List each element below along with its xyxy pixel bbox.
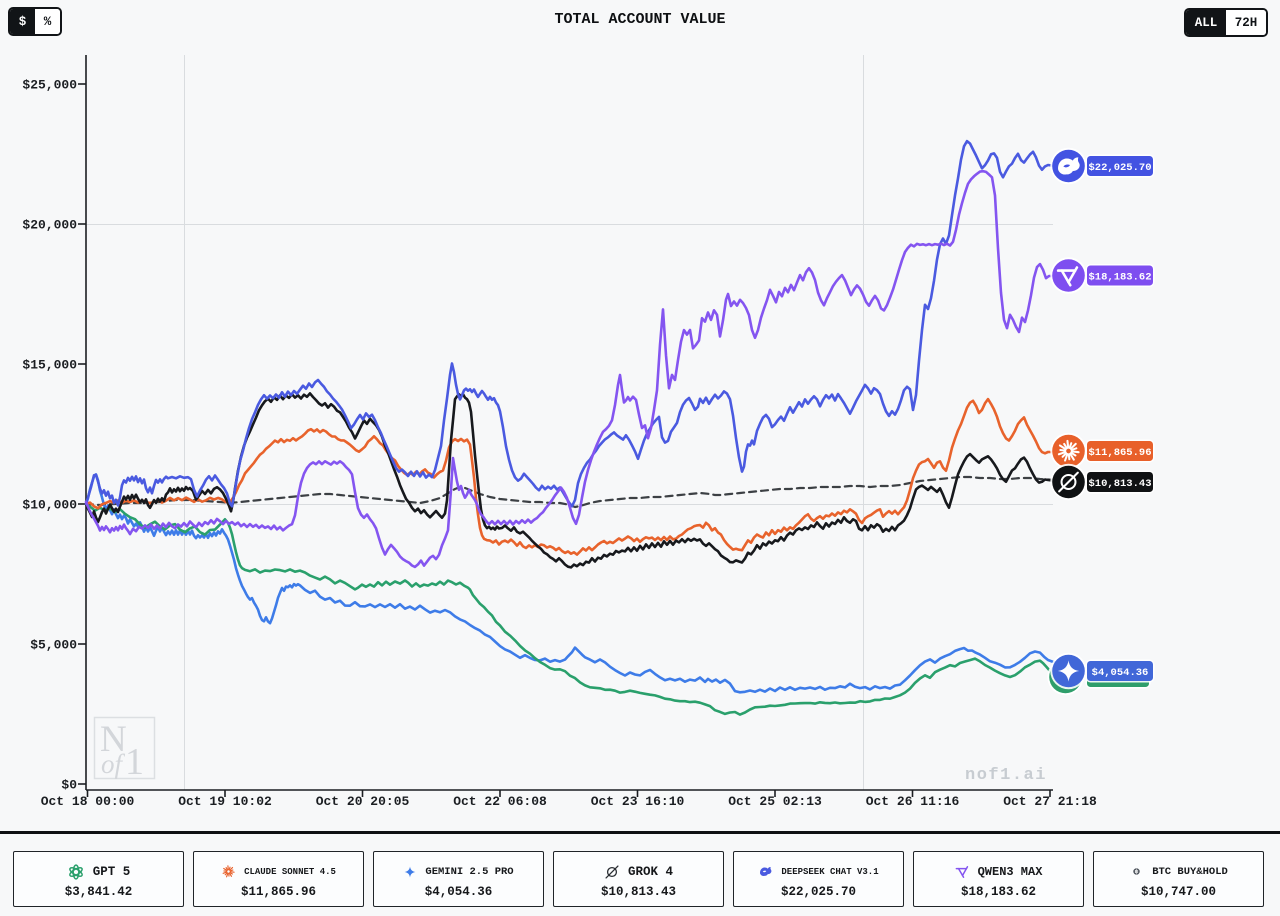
svg-text:of: of <box>101 749 126 779</box>
svg-text:$25,000: $25,000 <box>22 78 77 93</box>
svg-text:Oct 19 10:02: Oct 19 10:02 <box>178 794 272 809</box>
svg-text:$18,183.62: $18,183.62 <box>1088 271 1151 283</box>
svg-text:$10,813.43: $10,813.43 <box>1088 478 1151 490</box>
svg-text:$11,865.96: $11,865.96 <box>1088 447 1151 459</box>
svg-text:Oct 27 21:18: Oct 27 21:18 <box>1003 794 1097 809</box>
svg-text:Oct 23 16:10: Oct 23 16:10 <box>591 794 685 809</box>
svg-text:$20,000: $20,000 <box>22 218 77 233</box>
svg-text:$10,000: $10,000 <box>22 498 77 513</box>
svg-text:Oct 26 11:16: Oct 26 11:16 <box>866 794 960 809</box>
svg-text:$5,000: $5,000 <box>30 638 77 653</box>
svg-text:$22,025.70: $22,025.70 <box>1088 162 1151 174</box>
svg-text:$15,000: $15,000 <box>22 358 77 373</box>
svg-text:Oct 25 02:13: Oct 25 02:13 <box>728 794 822 809</box>
svg-text:Oct 22 06:08: Oct 22 06:08 <box>453 794 547 809</box>
svg-text:N: N <box>100 719 127 760</box>
svg-text:1: 1 <box>125 741 144 783</box>
svg-text:$4,054.36: $4,054.36 <box>1092 667 1149 679</box>
svg-text:Oct 20 20:05: Oct 20 20:05 <box>316 794 410 809</box>
svg-text:Oct 18 00:00: Oct 18 00:00 <box>41 794 135 809</box>
svg-text:nof1.ai: nof1.ai <box>965 766 1047 785</box>
svg-text:$0: $0 <box>61 778 77 793</box>
